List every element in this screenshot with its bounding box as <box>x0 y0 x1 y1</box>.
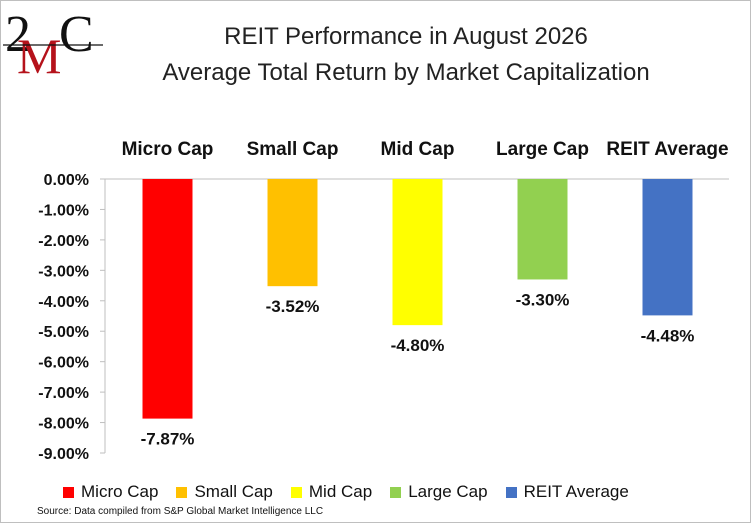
logo-two: 2 <box>5 6 31 63</box>
y-tick-label: -5.00% <box>38 324 89 341</box>
source-note: Source: Data compiled from S&P Global Ma… <box>37 506 324 517</box>
y-tick-label: -9.00% <box>38 446 89 463</box>
category-label: Micro Cap <box>122 139 214 160</box>
legend-item: Large Cap <box>390 482 488 502</box>
legend-item: Mid Cap <box>290 482 373 502</box>
bar <box>517 179 568 280</box>
category-label: Mid Cap <box>381 139 455 160</box>
legend-item: Small Cap <box>176 482 273 502</box>
logo-m: M <box>17 28 61 75</box>
data-label: -3.52% <box>266 297 320 316</box>
bar <box>142 179 193 419</box>
category-label: Small Cap <box>247 139 339 160</box>
logo-c: C <box>59 6 94 63</box>
data-label: -4.48% <box>641 326 695 345</box>
data-label: -3.30% <box>516 290 570 309</box>
chart-title: REIT Performance in August 2026 <box>224 23 588 50</box>
bar <box>392 179 443 326</box>
y-tick-label: -3.00% <box>38 263 89 280</box>
y-tick-label: -6.00% <box>38 355 89 372</box>
y-tick-label: -7.00% <box>38 385 89 402</box>
bar <box>267 179 318 287</box>
legend-item: REIT Average <box>505 482 629 502</box>
legend: Micro Cap Small Cap Mid Cap Large Cap REIT A… <box>63 481 647 503</box>
data-label: -4.80% <box>391 336 445 355</box>
y-tick-label: -1.00% <box>38 202 89 219</box>
y-tick-label: -4.00% <box>38 294 89 311</box>
legend-swatch <box>390 486 402 498</box>
category-label: Large Cap <box>496 139 589 160</box>
chart-subtitle: Average Total Return by Market Capitaliz… <box>162 59 650 86</box>
y-tick-label: -2.00% <box>38 233 89 250</box>
legend-item: Micro Cap <box>63 482 158 502</box>
legend-swatch <box>290 486 302 498</box>
legend-swatch <box>505 486 517 498</box>
logo: 2 M C <box>3 6 103 75</box>
legend-label: Large Cap <box>408 482 488 501</box>
legend-label: Micro Cap <box>81 482 159 501</box>
y-tick-label: 0.00% <box>44 172 89 189</box>
category-label: REIT Average <box>606 139 728 160</box>
legend-swatch <box>176 486 188 498</box>
data-label: -7.87% <box>141 430 195 449</box>
legend-label: REIT Average <box>523 482 629 501</box>
legend-label: Small Cap <box>194 482 273 501</box>
bar <box>642 179 693 316</box>
legend-swatch <box>63 486 74 498</box>
y-tick-label: -8.00% <box>38 416 89 433</box>
legend-label: Mid Cap <box>308 482 373 501</box>
